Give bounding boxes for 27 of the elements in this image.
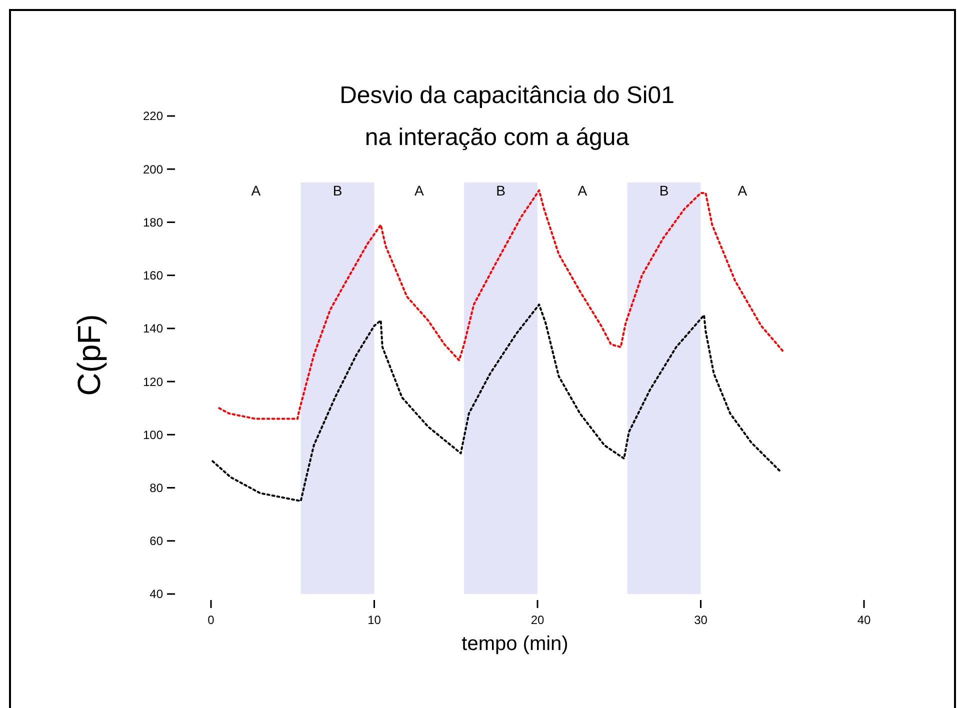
y-tick-label: 120 [142, 374, 164, 389]
y-tick-label: 40 [150, 587, 164, 602]
x-tick-label: 0 [208, 613, 215, 627]
band-label: B [659, 182, 669, 199]
x-tick-label: 20 [530, 613, 544, 627]
x-tick-label: 10 [368, 613, 382, 627]
annotation: A [578, 182, 588, 199]
chart-title: Desvio da capacitância do Si01 [340, 82, 674, 109]
line-series [212, 304, 782, 502]
y-tick-label: 200 [142, 162, 164, 176]
y-tick-label: 140 [142, 322, 164, 336]
y-tick-label: 100 [142, 428, 164, 442]
chart-subtitle: na interação com a água [364, 124, 630, 151]
band-label: B [496, 182, 506, 199]
x-tick-label: 30 [694, 613, 708, 627]
annotation: A [251, 182, 262, 199]
annotation: A [414, 182, 424, 199]
x-tick-label: 40 [857, 613, 871, 627]
y-tick-label: 160 [142, 268, 164, 283]
y-axis-title: C(pF) [71, 314, 107, 396]
y-tick-label: 180 [142, 215, 164, 230]
y-tick-label: 60 [150, 534, 164, 548]
band-label: B [332, 182, 342, 199]
annotation: A [738, 182, 748, 199]
y-tick-label: 80 [150, 480, 164, 495]
x-axis-title: tempo (min) [462, 633, 568, 655]
y-tick-label: 220 [142, 109, 164, 124]
